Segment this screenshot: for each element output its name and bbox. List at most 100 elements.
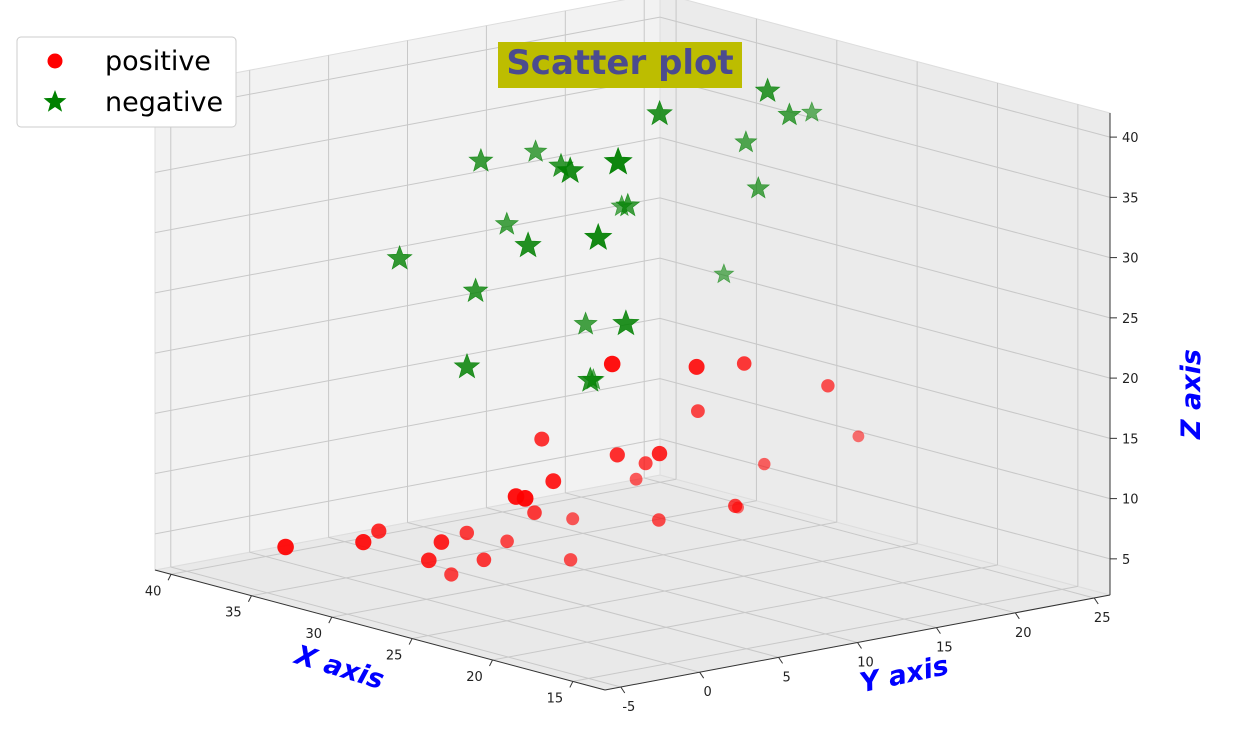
y-tick-mark — [1093, 597, 1099, 605]
grid-line — [659, 317, 1111, 439]
negative-point — [386, 244, 413, 270]
y-tick-mark — [935, 627, 941, 634]
grid-line — [407, 522, 858, 643]
y-tick-mark — [620, 686, 626, 694]
y-tick-label: 10 — [857, 656, 874, 671]
grid-line — [154, 438, 661, 535]
legend-marker-positive — [47, 53, 63, 69]
grid-line — [659, 137, 1111, 259]
positive-point — [728, 498, 743, 513]
y-tick-label: 5 — [782, 670, 790, 685]
x-tick-label: 20 — [466, 670, 483, 685]
grid-line — [659, 76, 1111, 198]
positive-point — [355, 534, 372, 551]
grid-line — [659, 16, 1111, 138]
legend-marker-negative — [43, 90, 67, 112]
legend-box — [16, 36, 237, 128]
negative-point — [615, 192, 641, 217]
grid-line — [565, 492, 1016, 614]
grid-line — [154, 197, 661, 294]
positive-point — [651, 445, 668, 462]
negative-point — [734, 130, 758, 153]
positive-point — [421, 552, 437, 569]
x-tick-mark — [489, 659, 493, 667]
positive-point — [638, 456, 653, 471]
z-tick-label: 30 — [1122, 252, 1139, 267]
negative-point — [754, 77, 781, 102]
grid-line — [328, 536, 779, 658]
z-axis-label: Z axis — [1176, 349, 1207, 440]
grid-line — [659, 438, 1111, 560]
chart-title: Scatter plot — [498, 42, 742, 88]
positive-point — [758, 457, 771, 471]
grid-line — [154, 257, 661, 354]
x-axis-line — [154, 569, 606, 691]
legend-label-negative: negative — [105, 87, 223, 118]
x-tick-mark — [569, 681, 574, 688]
negative-point — [468, 147, 494, 172]
grid-line — [154, 378, 661, 475]
x-tick-label: 15 — [547, 691, 564, 706]
chart-title-text: Scatter plot — [506, 43, 733, 83]
grid-line — [486, 507, 937, 629]
negative-point — [777, 102, 802, 126]
positive-point — [545, 473, 562, 490]
negative-point — [573, 311, 598, 335]
z-tick-label: 20 — [1122, 372, 1139, 387]
legend: positive negative — [16, 36, 237, 128]
grid-line — [644, 477, 1095, 599]
positive-point — [444, 567, 459, 582]
x-tick-mark — [247, 595, 252, 602]
y-tick-label: 0 — [704, 685, 712, 700]
positive-point — [371, 523, 387, 539]
positive-point — [629, 472, 643, 486]
positive-point — [500, 534, 514, 549]
z-tick-label: 15 — [1122, 432, 1139, 447]
grid-line — [659, 257, 1111, 379]
grid-line — [154, 317, 661, 414]
z-tick-label: 25 — [1122, 312, 1139, 327]
z-tick-label: 40 — [1122, 131, 1139, 146]
negative-point — [746, 176, 771, 199]
negative-point — [453, 352, 481, 379]
negative-point — [612, 309, 640, 336]
y-tick-label: 25 — [1094, 611, 1111, 626]
positive-point — [516, 490, 534, 507]
positive-point — [277, 538, 294, 556]
y-tick-mark — [778, 657, 784, 664]
x-axis-label: X axis — [289, 639, 387, 696]
negative-point — [800, 101, 823, 122]
negative-point — [713, 263, 735, 284]
y-tick-mark — [1014, 612, 1020, 620]
negative-point — [583, 222, 613, 250]
negative-point — [577, 366, 604, 392]
y-tick-label: -5 — [622, 700, 635, 715]
negative-point — [462, 277, 489, 303]
grid-line — [659, 197, 1111, 319]
z-tick-label: 10 — [1122, 493, 1139, 508]
grid-line — [154, 137, 661, 234]
x-tick-mark — [167, 574, 172, 581]
positive-point — [459, 525, 474, 541]
negative-point — [646, 99, 673, 126]
axes-grid — [154, 0, 1111, 688]
grid-line — [249, 551, 700, 673]
y-tick-label: 20 — [1015, 626, 1032, 641]
positive-point — [433, 534, 450, 550]
positive-point — [852, 430, 865, 443]
negative-point — [603, 146, 633, 175]
positive-point — [527, 505, 542, 520]
x-tick-mark — [328, 616, 333, 624]
data-points — [277, 77, 865, 582]
positive-point — [476, 552, 492, 568]
negative-point — [494, 211, 520, 235]
positive-point — [603, 355, 621, 373]
legend-label-positive: positive — [105, 46, 211, 77]
y-tick-label: 15 — [936, 641, 953, 656]
positive-point — [534, 431, 550, 447]
chart-title-background — [498, 42, 742, 88]
x-tick-label: 40 — [145, 584, 162, 599]
positive-point — [563, 553, 578, 567]
z-tick-label: 5 — [1122, 553, 1130, 568]
